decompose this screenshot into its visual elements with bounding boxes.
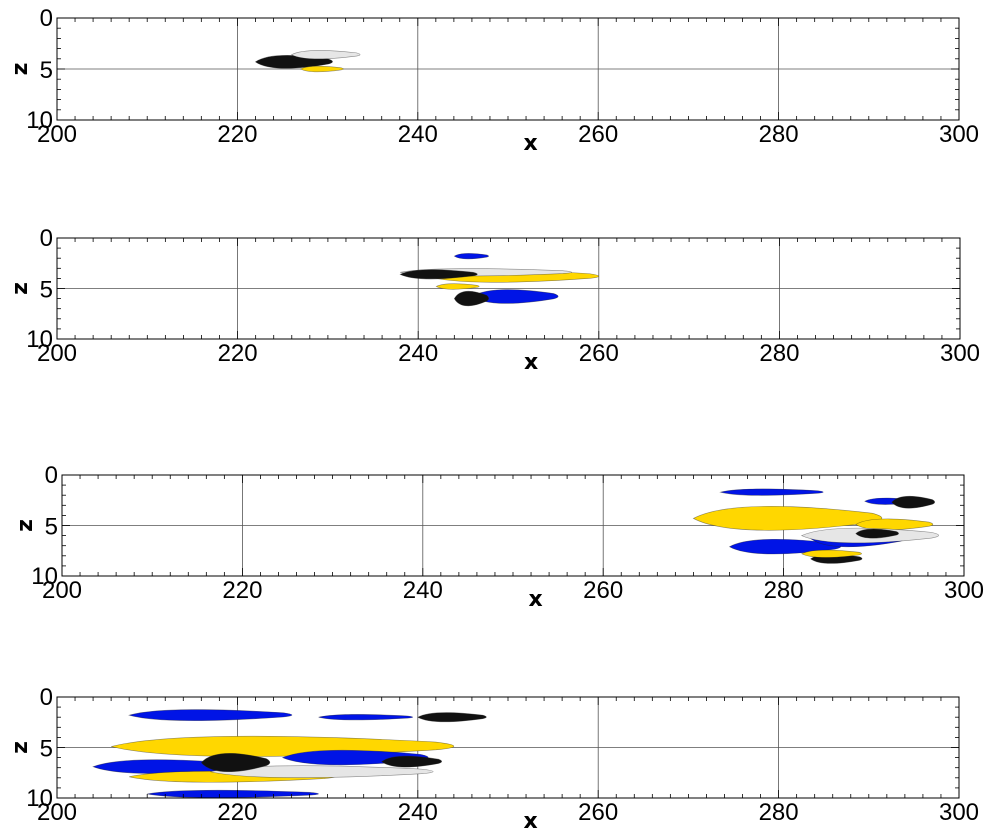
axis-ticks [56,696,960,799]
x-tick-label: 240 [403,577,443,604]
z-tick-label: 0 [40,225,53,252]
z-tick-label: 5 [45,514,58,541]
structure-blob [471,289,559,304]
x-axis-title: x [524,350,538,375]
panel-2: 200 220 240 260 280 300 0 5 10 x z [8,225,980,375]
structure-blob [399,269,478,280]
x-tick-label: 280 [764,577,804,604]
structure-blob [719,488,824,496]
x-tick-label: 200 [42,577,82,604]
structure-blob [453,290,489,307]
panel-4: 200 220 240 260 280 300 0 5 10 x z [8,684,979,832]
z-tick-label: 10 [26,326,53,353]
structure-blob [855,528,899,539]
x-tick-label: 220 [222,577,262,604]
structure-blob [299,65,344,73]
x-axis-title: x [528,587,542,612]
x-tick-label: 220 [217,799,257,826]
structure-blob [381,755,443,768]
x-tick-label: 280 [759,799,799,826]
axis-ticks [56,237,961,340]
x-tick-label: 200 [37,340,77,367]
z-tick-label: 5 [40,57,53,84]
x-tick-label: 240 [398,799,438,826]
structures [399,253,600,307]
structure-blob [147,789,319,798]
structure-blob [453,253,489,260]
structure-blob [128,709,293,721]
z-tick-label: 5 [40,736,53,763]
grid-lines [57,18,959,120]
structure-blob [318,714,414,721]
x-tick-label: 300 [939,799,979,826]
z-tick-label: 0 [40,5,53,32]
axis-ticks [56,17,960,121]
x-tick-label: 260 [578,121,618,148]
structure-blob [200,753,271,773]
x-tick-label: 240 [398,121,438,148]
z-axis-title: z [8,282,33,295]
z-axis-title: z [13,519,38,532]
structures [692,488,940,564]
panel-1: 200 220 240 260 280 300 0 5 10 x z [8,5,979,156]
x-tick-label: 300 [939,121,979,148]
structure-blob [417,712,487,723]
structure-blob [290,50,361,60]
structure-blob [800,549,862,558]
axis-ticks [61,474,965,577]
x-tick-label: 200 [37,799,77,826]
x-tick-label: 260 [579,340,619,367]
x-tick-label: 260 [578,799,618,826]
structure-blob [891,495,935,509]
x-tick-label: 280 [759,121,799,148]
x-tick-label: 220 [217,121,257,148]
x-tick-label: 280 [759,340,799,367]
x-tick-label: 300 [944,577,984,604]
z-tick-label: 0 [40,684,53,711]
structure-blob [210,765,434,778]
x-tick-label: 220 [218,340,258,367]
grid-lines [57,238,960,339]
z-tick-label: 10 [26,107,53,134]
z-tick-label: 5 [40,277,53,304]
x-tick-label: 200 [37,121,77,148]
z-tick-label: 10 [31,563,58,590]
z-tick-label: 10 [26,785,53,812]
x-tick-label: 260 [583,577,623,604]
structures [92,709,487,798]
structures [254,50,361,73]
x-tick-label: 300 [940,340,980,367]
panel-3: 200 220 240 260 280 300 0 5 10 x z [13,462,984,612]
z-axis-title: z [8,741,33,754]
x-tick-label: 240 [398,340,438,367]
x-axis-title: x [523,131,537,156]
structure-blob [435,283,480,290]
z-tick-label: 0 [45,462,58,489]
x-axis-title: x [523,809,537,832]
structure-blob [692,506,883,531]
z-axis-title: z [8,63,33,76]
